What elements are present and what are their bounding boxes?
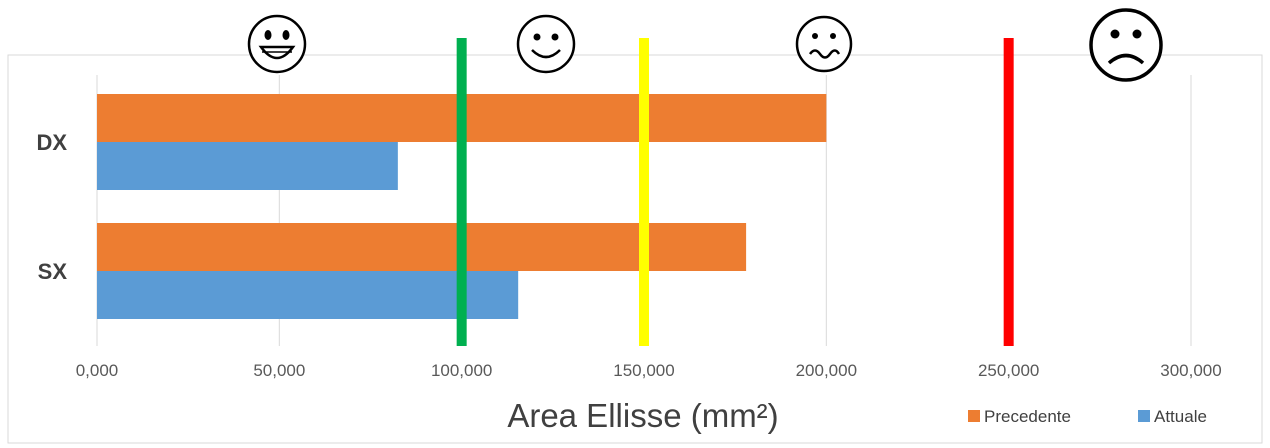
x-axis-title: Area Ellisse (mm²) <box>507 397 778 434</box>
legend-swatch-precedente <box>968 410 980 422</box>
frowning-face-icon <box>1089 8 1163 82</box>
category-label-dx: DX <box>36 130 67 155</box>
bar-sx-attuale <box>97 271 519 319</box>
category-labels: DX SX <box>36 130 67 284</box>
legend: Precedente Attuale <box>968 407 1207 426</box>
bar-dx-attuale <box>97 142 398 190</box>
x-tick-label-1: 50,000 <box>253 361 305 380</box>
x-tick-label-6: 300,000 <box>1160 361 1221 380</box>
queasy-face-icon <box>795 15 853 73</box>
threshold-lines <box>456 38 1014 346</box>
x-tick-label-5: 250,000 <box>978 361 1039 380</box>
chart-border <box>7 54 1263 444</box>
smiling-face-icon <box>516 14 576 74</box>
x-tick-label-0: 0,000 <box>76 361 119 380</box>
category-label-sx: SX <box>38 259 68 284</box>
x-tick-label-3: 150,000 <box>613 361 674 380</box>
legend-label-precedente: Precedente <box>984 407 1071 426</box>
legend-label-attuale: Attuale <box>1154 407 1207 426</box>
x-tick-label-4: 200,000 <box>796 361 857 380</box>
bar-sx-precedente <box>97 223 747 271</box>
x-tick-labels: 0,000 50,000 100,000 150,000 200,000 250,000 3… <box>76 361 1222 380</box>
laughing-face-icon <box>247 14 307 74</box>
legend-swatch-attuale <box>1138 410 1150 422</box>
x-tick-label-2: 100,000 <box>431 361 492 380</box>
